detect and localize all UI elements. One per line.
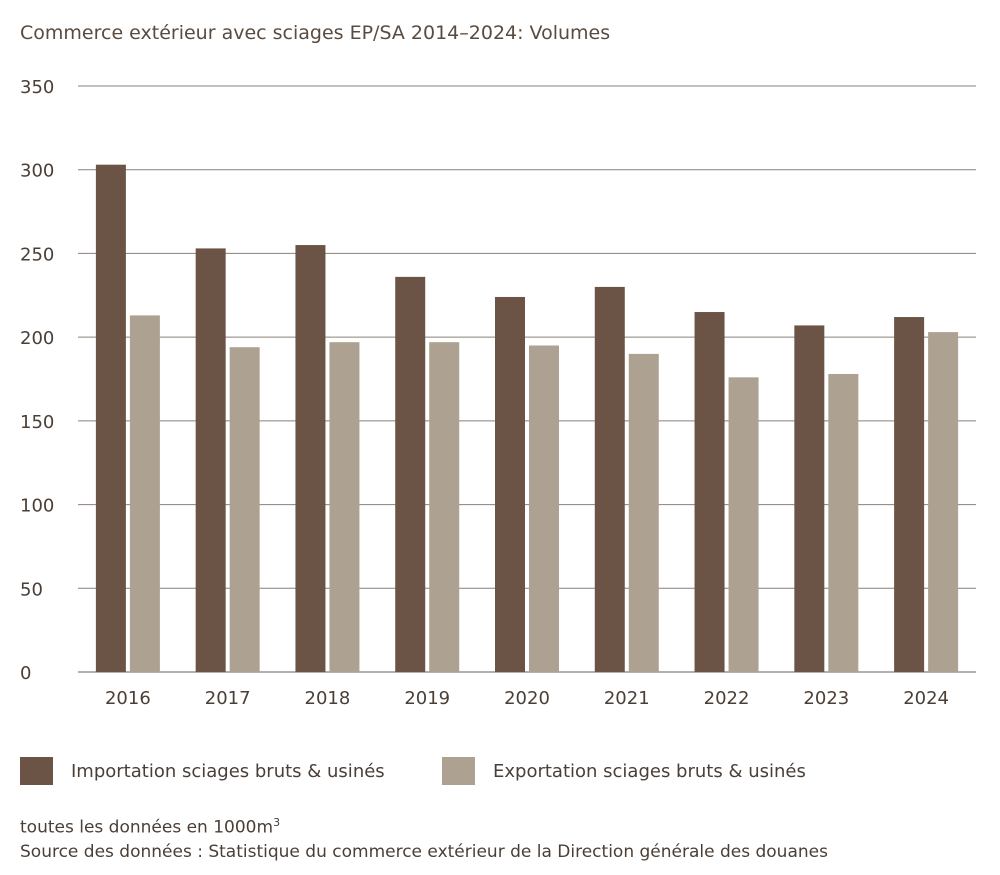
y-tick-label: 0 bbox=[20, 663, 31, 684]
x-tick-label: 2023 bbox=[803, 688, 849, 709]
x-tick-label: 2017 bbox=[205, 688, 251, 709]
x-tick-label: 2020 bbox=[504, 688, 550, 709]
source-note: Source des données : Statistique du comm… bbox=[20, 842, 828, 862]
x-tick-label: 2016 bbox=[105, 688, 151, 709]
y-tick-label: 50 bbox=[20, 579, 43, 600]
bar-import bbox=[794, 325, 825, 672]
unit-note: toutes les données en 1000m3 bbox=[20, 816, 280, 838]
legend-swatch-export bbox=[442, 757, 475, 785]
bar-export bbox=[529, 345, 559, 672]
unit-text: toutes les données en 1000m bbox=[20, 817, 274, 838]
y-tick-label: 100 bbox=[20, 496, 54, 517]
bar-export bbox=[628, 353, 659, 672]
bar-export bbox=[429, 342, 460, 672]
bar-import bbox=[594, 286, 625, 672]
legend-item-import: Importation sciages bruts & usinés bbox=[20, 757, 385, 785]
bar-import bbox=[195, 248, 226, 673]
bar-export bbox=[229, 347, 260, 672]
y-tick-label: 300 bbox=[20, 161, 54, 182]
y-tick-label: 150 bbox=[20, 412, 54, 433]
bar-chart: 0 50 100 150 200 250 300 350 2016 2017 2018 2019 202… bbox=[20, 77, 976, 709]
unit-superscript: 3 bbox=[273, 816, 281, 829]
bar-import bbox=[95, 164, 126, 673]
bar-export bbox=[329, 342, 360, 672]
bar-import bbox=[295, 245, 326, 673]
bar-import bbox=[395, 276, 426, 672]
x-tick-label: 2019 bbox=[404, 688, 450, 709]
bar-export bbox=[928, 332, 959, 672]
chart-title: Commerce extérieur avec sciages EP/SA 20… bbox=[20, 22, 611, 44]
legend-label-import: Importation sciages bruts & usinés bbox=[71, 760, 385, 782]
legend-item-export: Exportation sciages bruts & usinés bbox=[442, 757, 806, 785]
legend-label-export: Exportation sciages bruts & usinés bbox=[493, 760, 806, 782]
y-tick-label: 250 bbox=[20, 244, 54, 265]
bar-import bbox=[495, 296, 525, 672]
bar-import bbox=[694, 312, 725, 672]
y-tick-label: 200 bbox=[20, 328, 54, 349]
bar-export bbox=[828, 373, 859, 672]
y-tick-label: 350 bbox=[20, 77, 54, 98]
x-tick-label: 2024 bbox=[903, 688, 949, 709]
bar-import bbox=[894, 317, 925, 672]
x-tick-label: 2018 bbox=[305, 688, 351, 709]
legend-swatch-import bbox=[20, 757, 53, 785]
x-tick-label: 2022 bbox=[704, 688, 750, 709]
x-tick-label: 2021 bbox=[604, 688, 650, 709]
bar-export bbox=[129, 315, 160, 672]
bar-export bbox=[728, 377, 759, 672]
